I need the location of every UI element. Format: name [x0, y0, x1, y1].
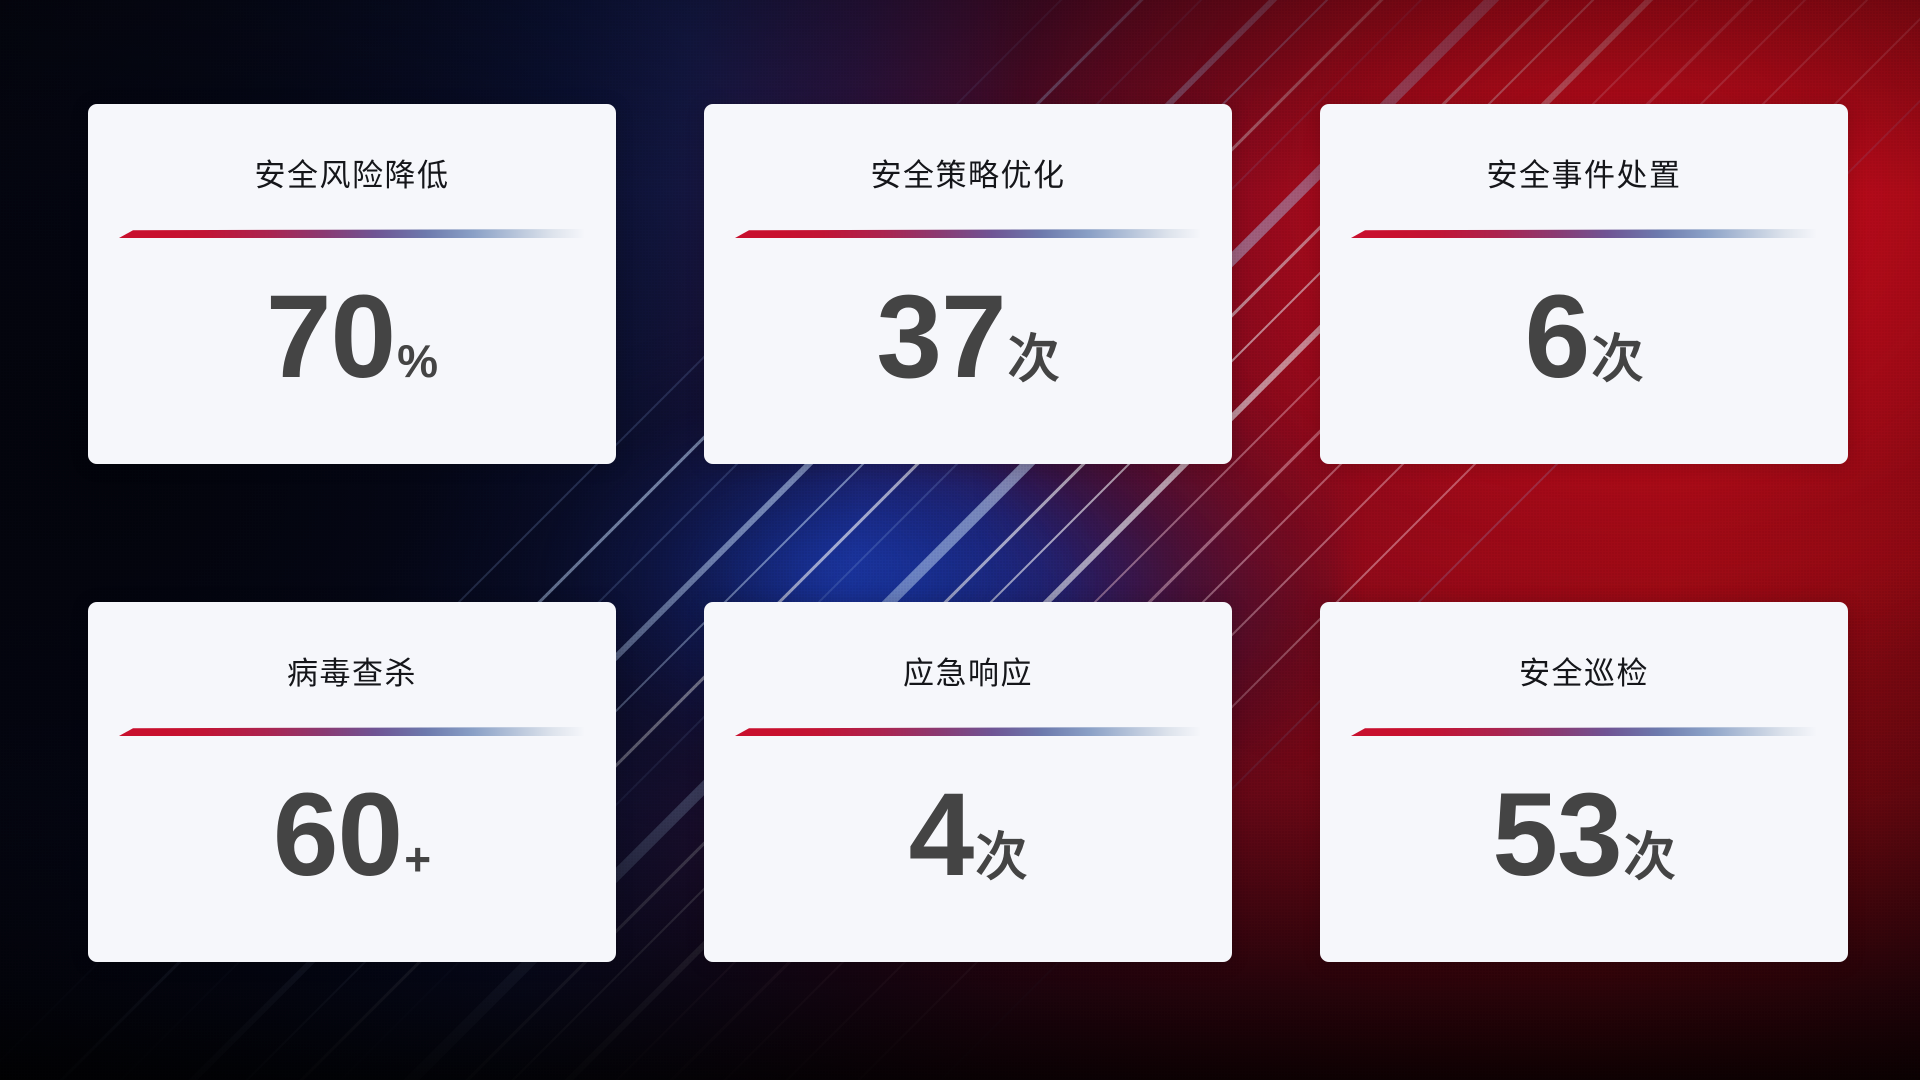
metric-card-grid: 安全风险降低 70 % 安全策略优化 37 次 安全事件处置 6 次 — [88, 104, 1848, 962]
metric-card-value: 70 % — [266, 278, 438, 396]
metric-card-accent-rule — [1351, 727, 1817, 736]
metric-card-value: 37 次 — [876, 278, 1059, 396]
metric-card-value: 60 + — [273, 776, 431, 894]
metric-value-number: 37 — [876, 271, 1006, 403]
metric-value-unit: 次 — [1623, 829, 1676, 887]
metric-card-value: 6 次 — [1525, 278, 1644, 396]
metric-card-virus-scanning[interactable]: 病毒查杀 60 + — [88, 602, 616, 962]
metric-card-emergency-response[interactable]: 应急响应 4 次 — [704, 602, 1232, 962]
metric-value-number: 70 — [265, 271, 396, 403]
metric-card-value: 4 次 — [909, 776, 1028, 894]
metric-card-title: 安全风险降低 — [254, 158, 450, 193]
metric-value-number: 6 — [1524, 271, 1591, 403]
metric-value-unit: 次 — [1007, 331, 1060, 389]
metric-card-security-policy-optimization[interactable]: 安全策略优化 37 次 — [704, 104, 1232, 464]
metric-card-accent-rule — [119, 229, 585, 238]
metric-card-title: 安全事件处置 — [1486, 158, 1682, 193]
metric-value-number: 4 — [908, 769, 975, 901]
metric-value-unit: 次 — [975, 829, 1028, 887]
metric-card-security-risk-reduction[interactable]: 安全风险降低 70 % — [88, 104, 616, 464]
metric-value-number: 60 — [272, 769, 403, 901]
metric-card-title: 应急响应 — [903, 656, 1033, 691]
metric-card-security-incident-handling[interactable]: 安全事件处置 6 次 — [1320, 104, 1848, 464]
metric-value-unit: + — [404, 833, 432, 885]
metric-card-value: 53 次 — [1492, 776, 1675, 894]
metric-card-accent-rule — [1351, 229, 1817, 238]
metric-value-number: 53 — [1492, 769, 1622, 901]
metric-card-title: 安全巡检 — [1519, 656, 1649, 691]
metric-card-accent-rule — [735, 229, 1201, 238]
metric-value-unit: % — [397, 335, 439, 387]
metric-card-title: 病毒查杀 — [287, 656, 417, 691]
metric-card-accent-rule — [119, 727, 585, 736]
metric-card-security-inspection[interactable]: 安全巡检 53 次 — [1320, 602, 1848, 962]
metric-card-title: 安全策略优化 — [870, 158, 1066, 193]
metric-value-unit: 次 — [1591, 331, 1644, 389]
metric-card-accent-rule — [735, 727, 1201, 736]
